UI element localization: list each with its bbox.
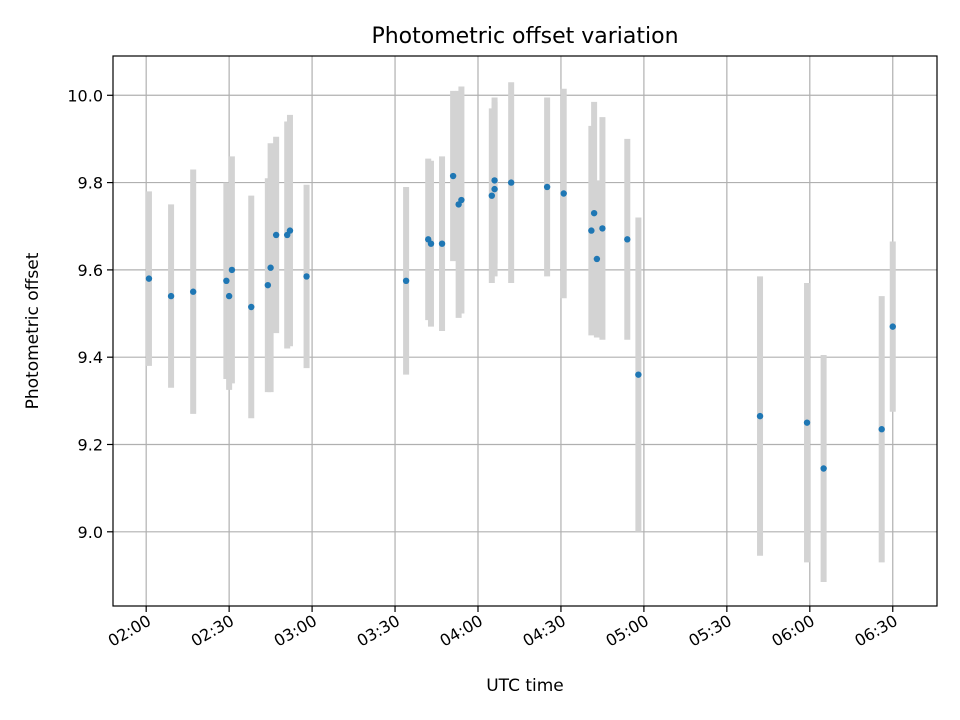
data-point xyxy=(756,412,764,420)
data-point xyxy=(491,177,498,184)
data-point xyxy=(458,196,465,204)
data-point xyxy=(543,183,551,191)
data-point xyxy=(189,288,197,295)
y-tick-label: 10.0 xyxy=(67,86,103,105)
data-point xyxy=(272,231,280,239)
data-point xyxy=(303,273,310,280)
data-point xyxy=(803,419,811,426)
y-tick-label: 9.4 xyxy=(78,348,103,367)
data-point xyxy=(488,192,496,199)
data-point xyxy=(560,190,567,197)
x-axis-label: UTC time xyxy=(486,676,564,696)
data-point xyxy=(878,426,885,433)
data-point xyxy=(267,264,274,271)
y-tick-label: 9.2 xyxy=(78,435,103,454)
plot-frame xyxy=(112,55,938,607)
data-point xyxy=(491,185,498,193)
data-point xyxy=(145,275,153,282)
y-tick-label: 9.8 xyxy=(78,174,103,193)
data-point xyxy=(225,292,233,300)
data-point xyxy=(590,209,598,217)
chart-title: Photometric offset variation xyxy=(371,24,678,49)
y-axis-ticks: 9.0 9.2 9.4 9.6 9.8 10.0 xyxy=(67,86,113,542)
y-axis-label: Photometric offset xyxy=(23,252,43,409)
data-point xyxy=(889,323,896,330)
data-point xyxy=(438,240,446,247)
y-tick-label: 9.6 xyxy=(78,261,103,280)
data-point xyxy=(635,371,642,378)
data-point xyxy=(820,465,827,472)
data-point xyxy=(427,240,435,247)
data-points xyxy=(145,172,896,472)
data-point xyxy=(507,179,515,186)
data-point xyxy=(402,277,410,285)
data-point xyxy=(449,172,457,180)
data-point xyxy=(286,227,294,234)
data-point xyxy=(228,266,236,274)
data-point xyxy=(624,236,631,243)
data-point xyxy=(167,292,175,300)
y-tick-label: 9.0 xyxy=(78,523,103,542)
data-point xyxy=(248,303,255,311)
data-point xyxy=(264,281,272,289)
data-point xyxy=(223,277,230,285)
data-point xyxy=(593,255,601,263)
data-point xyxy=(588,227,595,234)
data-point xyxy=(599,225,606,232)
